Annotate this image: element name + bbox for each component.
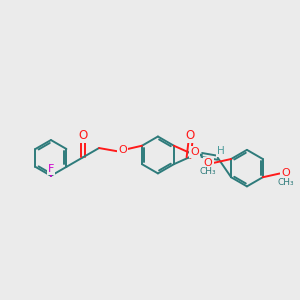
Text: CH₃: CH₃ bbox=[277, 178, 294, 187]
Text: F: F bbox=[48, 164, 54, 174]
Text: O: O bbox=[186, 129, 195, 142]
Text: O: O bbox=[78, 129, 87, 142]
Text: O: O bbox=[118, 145, 127, 155]
Text: O: O bbox=[204, 158, 213, 168]
Text: CH₃: CH₃ bbox=[200, 167, 217, 176]
Text: O: O bbox=[190, 147, 199, 157]
Text: O: O bbox=[281, 169, 290, 178]
Text: H: H bbox=[217, 146, 225, 156]
